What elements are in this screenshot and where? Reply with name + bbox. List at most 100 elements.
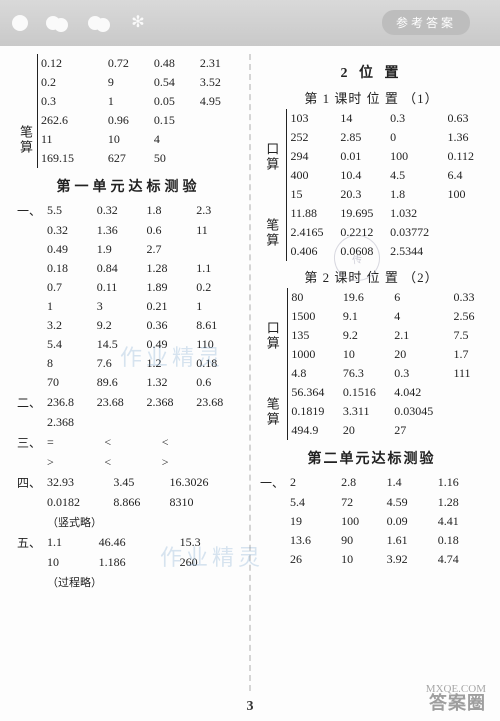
cell: 1.4 (384, 472, 435, 493)
cell: 169.15 (38, 149, 105, 168)
column-divider (249, 54, 251, 691)
cell: 1000 (288, 345, 340, 364)
cell: 2.368 (143, 392, 193, 413)
cell: 27 (391, 421, 450, 440)
cell: 1.28 (435, 493, 486, 512)
cell: 19.6 (340, 288, 391, 307)
cell: 70 (44, 373, 94, 392)
cell: 26 (287, 550, 338, 569)
cell: 0.1516 (340, 383, 391, 402)
cell: 0.406 (287, 242, 337, 261)
cell: 494.9 (288, 421, 340, 440)
cell: 0.49 (44, 240, 94, 259)
cell: 0.21 (143, 297, 193, 316)
answer-badge: 参考答案 (382, 10, 470, 35)
cell (193, 240, 243, 259)
cell: 72 (338, 493, 383, 512)
cell: 3.2 (44, 316, 94, 335)
cell: 6 (391, 288, 450, 307)
u2-q1-table: 一、 22.81.41.16 5.4724.591.28 191000.094.… (257, 472, 486, 569)
unit2-title: 2 位 置 (257, 62, 486, 82)
cell: 15 (287, 185, 337, 204)
cell: 19 (287, 512, 338, 531)
cell: 0.6 (143, 221, 193, 240)
q4-note: （竖式略） (44, 512, 243, 532)
cell: 3.52 (197, 73, 243, 92)
cell: 23.68 (193, 392, 243, 413)
cell: 2.3 (193, 200, 243, 221)
cell: 11 (193, 221, 243, 240)
cell: 1.16 (435, 472, 486, 493)
cell: 9.2 (340, 326, 391, 345)
cell: 1500 (288, 307, 340, 326)
circle-icon (12, 15, 28, 31)
q3-table: 三、 =<< ><> (14, 432, 243, 472)
cell: 0.84 (94, 259, 144, 278)
cell: 1 (44, 297, 94, 316)
cell: 0.2 (38, 73, 105, 92)
cell: 5.4 (287, 493, 338, 512)
q5-label: 五、 (14, 532, 44, 553)
cell: 0.49 (143, 335, 193, 354)
cell: 0.96 (105, 111, 151, 130)
bisuan-label-2: 笔算 (257, 383, 288, 440)
cell: 20 (391, 345, 450, 364)
kousuan-label: 口算 (257, 109, 287, 204)
cell: 13.6 (287, 531, 338, 550)
cell: 3 (94, 297, 144, 316)
cell: 0.15 (151, 111, 197, 130)
kousuan-label-2: 口算 (257, 288, 288, 383)
cell: 11 (38, 130, 105, 149)
cell: 1 (105, 92, 151, 111)
cell: 50 (151, 149, 197, 168)
left-column: 0.12 0.72 0.48 2.31 0.2 9 0.54 3.52 0.3 … (14, 54, 243, 691)
unit1-title: 第一单元达标测验 (14, 176, 243, 196)
cell: 10 (44, 553, 96, 572)
cell: 0.18 (193, 354, 243, 373)
cell: 56.364 (288, 383, 340, 402)
cell: 4.5 (387, 166, 444, 185)
cell: 2.31 (197, 54, 243, 73)
cell: 110 (193, 335, 243, 354)
cell: 236.8 (44, 392, 94, 413)
cell: 100 (387, 147, 444, 166)
cell: > (159, 453, 216, 472)
cell: 2.7 (143, 240, 193, 259)
q1-table: 一、 5.50.321.82.3 0.321.360.611 0.491.92.… (14, 200, 243, 392)
cell: 2.8 (338, 472, 383, 493)
cell: < (101, 432, 158, 453)
cell: 11.88 (287, 204, 337, 223)
q2-table: 二、 236.823.682.36823.68 2.368 (14, 392, 243, 432)
cell: 4.042 (391, 383, 450, 402)
cell: 4.95 (197, 92, 243, 111)
cell: 0.1819 (288, 402, 340, 421)
cell: 0.11 (94, 278, 144, 297)
cell: > (44, 453, 101, 472)
cell: 0.72 (105, 54, 151, 73)
cell: 2 (287, 472, 338, 493)
cell: 0.6 (193, 373, 243, 392)
cell: 1.186 (96, 553, 177, 572)
cell: 14 (337, 109, 387, 128)
cell: < (159, 432, 216, 453)
q4-label: 四、 (14, 472, 44, 493)
unit2-test-title: 第二单元达标测验 (257, 448, 486, 468)
cell: 0.48 (151, 54, 197, 73)
cell: 46.46 (96, 532, 177, 553)
cell: 1 (193, 297, 243, 316)
cell: 4.41 (435, 512, 486, 531)
cell: 16.3026 (166, 472, 243, 493)
cell: 1.9 (94, 240, 144, 259)
cell: 7.6 (94, 354, 144, 373)
cell: 135 (288, 326, 340, 345)
bisuan-label: 笔算 (257, 204, 287, 261)
cell: 100 (444, 185, 486, 204)
header-icons: ✻ (12, 15, 146, 31)
page-body: 0.12 0.72 0.48 2.31 0.2 9 0.54 3.52 0.3 … (0, 46, 500, 691)
cell: 7.5 (450, 326, 486, 345)
cell: 0.18 (435, 531, 486, 550)
cell: 0.03045 (391, 402, 450, 421)
cell: 32.93 (44, 472, 110, 493)
cell: 4.8 (288, 364, 340, 383)
lesson1-title: 第 1 课时 位 置 （1） (257, 88, 486, 107)
